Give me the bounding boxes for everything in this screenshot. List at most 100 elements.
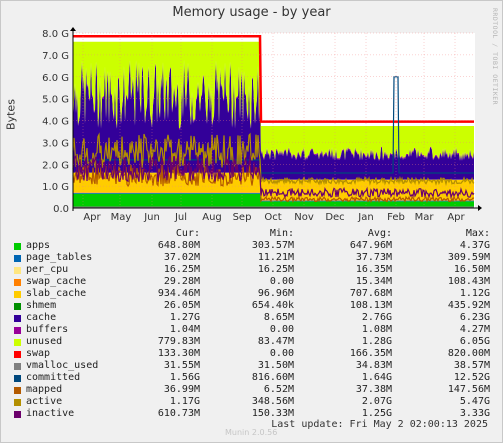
- legend-cur: 133.30M: [157, 348, 200, 359]
- legend-min: 0.00: [269, 348, 294, 359]
- legend-row-apps: apps 648.80M 303.57M 647.96M 4.37G: [12, 240, 492, 252]
- x-tick-label: Feb: [387, 212, 405, 223]
- x-tick-label: Dec: [325, 212, 344, 223]
- legend-avg: 37.73M: [355, 252, 392, 263]
- legend-row-buffers: buffers 1.04M 0.00 1.08M 4.27M: [12, 324, 492, 336]
- area-cache: [73, 60, 474, 180]
- legend-name: active: [26, 396, 63, 407]
- legend-max: 1.12G: [459, 288, 490, 299]
- legend-max: 6.23G: [459, 312, 490, 323]
- rrdtool-credit: RRDTOOL / TOBI OETIKER: [491, 8, 499, 106]
- legend-header-min: Min:: [269, 228, 294, 239]
- x-axis-arrow: [478, 205, 482, 211]
- legend-table: Cur: Min: Avg: Max: apps 648.80M 303.57M 64…: [12, 228, 492, 420]
- y-tick-label: 8.0 G: [42, 29, 69, 40]
- legend-avg: 647.96M: [349, 240, 392, 251]
- chart-title: Memory usage - by year: [172, 5, 331, 20]
- y-tick-label: 3.0 G: [42, 138, 69, 149]
- legend-avg: 1.25G: [361, 408, 392, 419]
- legend-row-committed: committed 1.56G 816.60M 1.64G 12.52G: [12, 372, 492, 384]
- legend-avg: 108.13M: [349, 300, 392, 311]
- legend-avg: 707.68M: [349, 288, 392, 299]
- y-tick-label: 0.0: [53, 204, 69, 215]
- legend-max: 38.57M: [453, 360, 490, 371]
- legend-cur: 31.55M: [163, 360, 200, 371]
- legend-avg: 37.38M: [355, 384, 392, 395]
- legend-avg: 1.28G: [361, 336, 392, 347]
- legend-min: 6.52M: [263, 384, 294, 395]
- legend-swatch: [14, 387, 21, 394]
- legend-cur: 1.04M: [169, 324, 200, 335]
- legend-min: 816.60M: [251, 372, 294, 383]
- legend-min: 31.50M: [257, 360, 294, 371]
- y-tick-label: 6.0 G: [42, 73, 69, 84]
- legend-cur: 648.80M: [157, 240, 200, 251]
- legend-max: 6.05G: [459, 336, 490, 347]
- legend-min: 150.33M: [251, 408, 294, 419]
- legend-name: swap_cache: [26, 276, 87, 287]
- legend-name: inactive: [26, 408, 75, 419]
- legend-max: 147.56M: [447, 384, 490, 395]
- legend-swatch: [14, 327, 21, 334]
- legend-swatch: [14, 267, 21, 274]
- legend-avg: 34.83M: [355, 360, 392, 371]
- legend-name: slab_cache: [26, 288, 87, 299]
- x-tick-label: Jul: [174, 212, 187, 223]
- y-tick-label: 4.0 G: [42, 117, 69, 128]
- y-tick-label: 1.0 G: [42, 182, 69, 193]
- legend-header-max: Max:: [465, 228, 490, 239]
- legend-swatch: [14, 315, 21, 322]
- legend-swatch: [14, 363, 21, 370]
- legend-name: shmem: [26, 300, 57, 311]
- legend-cur: 16.25M: [163, 264, 200, 275]
- plot-area: 0.0 1.0 G 2.0 G 3.0 G 4.0 G 5.0 G 6.0 G 7.0 G 8.…: [42, 27, 482, 223]
- legend-max: 16.50M: [453, 264, 490, 275]
- legend-max: 309.59M: [447, 252, 490, 263]
- legend-row-slab-cache: slab_cache 934.46M 96.96M 707.68M 1.12G: [12, 288, 492, 300]
- legend-max: 435.92M: [447, 300, 490, 311]
- legend-cur: 934.46M: [157, 288, 200, 299]
- y-tick-label: 2.0 G: [42, 160, 69, 171]
- y-tick-label: 5.0 G: [42, 95, 69, 106]
- line-swap: [73, 35, 474, 123]
- legend-cur: 29.28M: [163, 276, 200, 287]
- legend-row-cache: cache 1.27G 8.65M 2.76G 6.23G: [12, 312, 492, 324]
- legend-avg: 2.76G: [361, 312, 392, 323]
- legend-swatch: [14, 291, 21, 298]
- legend-max: 4.27M: [459, 324, 490, 335]
- legend-header: Cur: Min: Avg: Max:: [12, 228, 492, 240]
- legend-row-active: active 1.17G 348.56M 2.07G 5.47G: [12, 396, 492, 408]
- legend-cur: 1.56G: [169, 372, 200, 383]
- legend-min: 83.47M: [257, 336, 294, 347]
- legend-name: swap: [26, 348, 51, 359]
- legend-row-unused: unused 779.83M 83.47M 1.28G 6.05G: [12, 336, 492, 348]
- legend-min: 11.21M: [257, 252, 294, 263]
- legend-name: cache: [26, 312, 57, 323]
- legend-name: vmalloc_used: [26, 360, 99, 371]
- legend-row-inactive: inactive 610.73M 150.33M 1.25G 3.33G: [12, 408, 492, 420]
- x-tick-label: Oct: [264, 212, 281, 223]
- x-tick-label: Aug: [202, 212, 222, 223]
- legend-max: 108.43M: [447, 276, 490, 287]
- munin-version: Munin 2.0.56: [225, 428, 278, 437]
- legend-swatch: [14, 399, 21, 406]
- legend-min: 303.57M: [251, 240, 294, 251]
- legend-name: committed: [26, 372, 81, 383]
- legend-min: 96.96M: [257, 288, 294, 299]
- legend-max: 12.52G: [453, 372, 490, 383]
- legend-cur: 36.99M: [163, 384, 200, 395]
- legend-avg: 1.64G: [361, 372, 392, 383]
- legend-row-per-cpu: per_cpu 16.25M 16.25M 16.35M 16.50M: [12, 264, 492, 276]
- legend-max: 3.33G: [459, 408, 490, 419]
- legend-swatch: [14, 279, 21, 286]
- legend-swatch: [14, 351, 21, 358]
- legend-cur: 779.83M: [157, 336, 200, 347]
- legend-swatch: [14, 243, 21, 250]
- legend-max: 820.00M: [447, 348, 490, 359]
- legend-row-swap-cache: swap_cache 29.28M 0.00 15.34M 108.43M: [12, 276, 492, 288]
- y-tick-label: 7.0 G: [42, 51, 69, 62]
- legend-cur: 26.05M: [163, 300, 200, 311]
- last-update: Last update: Fri May 2 02:00:13 2025: [271, 419, 488, 430]
- legend-row-swap: swap 133.30M 0.00 166.35M 820.00M: [12, 348, 492, 360]
- x-tick-label: Nov: [294, 212, 314, 223]
